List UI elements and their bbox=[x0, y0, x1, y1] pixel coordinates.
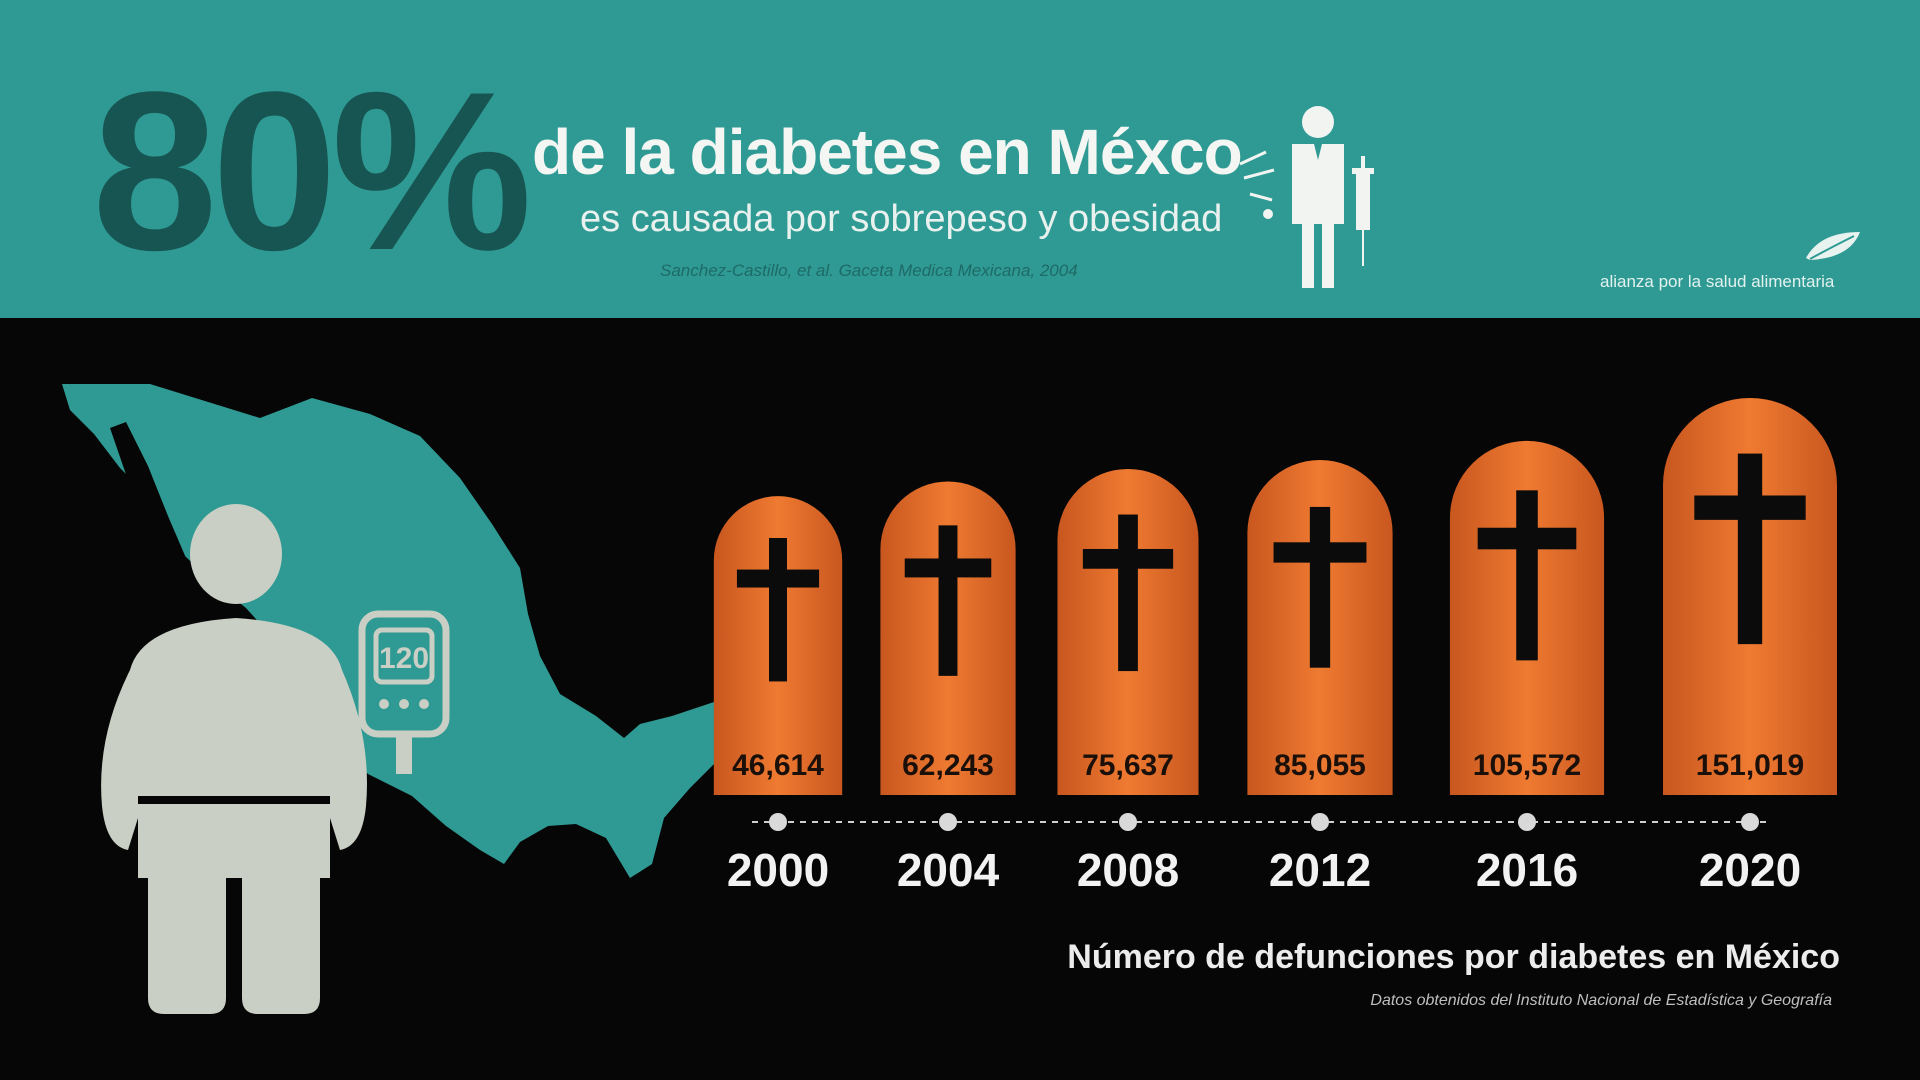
tombstone-2004: 62,243 2004 bbox=[880, 481, 1016, 896]
year-label: 2020 bbox=[1699, 844, 1801, 896]
cross-arm bbox=[904, 558, 992, 578]
tombstone-2012: 85,055 2012 bbox=[1247, 460, 1393, 896]
cross-icon bbox=[938, 525, 958, 676]
cross-arm bbox=[1694, 495, 1806, 520]
cross-arm bbox=[1273, 542, 1367, 563]
cross-arm bbox=[736, 569, 820, 588]
value-label: 75,637 bbox=[1082, 749, 1174, 782]
value-label: 105,572 bbox=[1473, 749, 1581, 782]
overweight-person-icon bbox=[101, 504, 367, 1014]
timeline-dot bbox=[1311, 813, 1329, 831]
chart-title: Número de defunciones por diabetes en Mé… bbox=[1067, 938, 1840, 976]
glucometer-icon: 120 bbox=[358, 610, 450, 774]
year-label: 2000 bbox=[727, 844, 829, 896]
tombstone-2008: 75,637 2008 bbox=[1057, 468, 1199, 896]
year-label: 2012 bbox=[1269, 844, 1371, 896]
subheadline: es causada por sobrepeso y obesidad bbox=[580, 198, 1223, 240]
baja-california bbox=[110, 422, 196, 618]
timeline-dot bbox=[1119, 813, 1137, 831]
tombstone-2016: 105,572 2016 bbox=[1449, 440, 1605, 896]
cross-arm bbox=[1477, 527, 1577, 550]
year-label: 2004 bbox=[897, 844, 1000, 896]
citation: Sanchez-Castillo, et al. Gaceta Medica M… bbox=[660, 261, 1078, 280]
cross-arm bbox=[1082, 548, 1174, 569]
timeline-dot bbox=[1518, 813, 1536, 831]
mexico-illustration: 120 bbox=[62, 384, 742, 1014]
doctor-syringe-icon bbox=[1239, 106, 1374, 288]
value-label: 46,614 bbox=[732, 749, 824, 782]
cross-icon bbox=[1516, 490, 1538, 661]
timeline-dot bbox=[769, 813, 787, 831]
glucometer-reading: 120 bbox=[379, 642, 429, 675]
year-label: 2016 bbox=[1476, 844, 1578, 896]
leaf-logo-icon bbox=[1806, 232, 1860, 260]
chart-source: Datos obtenidos del Instituto Nacional d… bbox=[1370, 992, 1832, 1009]
tombstone-2000: 46,614 2000 bbox=[713, 496, 843, 896]
tombstone-2020: 151,019 2020 bbox=[1663, 398, 1837, 896]
value-label: 151,019 bbox=[1696, 749, 1804, 782]
headline: de la diabetes en Méxco bbox=[532, 116, 1243, 188]
timeline-dot bbox=[1741, 813, 1759, 831]
org-name: alianza por la salud alimentaria bbox=[1600, 272, 1835, 291]
big-stat: 80% bbox=[92, 44, 532, 297]
timeline-dot bbox=[939, 813, 957, 831]
cross-icon bbox=[1737, 453, 1763, 645]
cross-icon bbox=[769, 538, 787, 682]
value-label: 62,243 bbox=[902, 749, 994, 782]
cross-icon bbox=[1118, 514, 1138, 672]
cross-icon bbox=[1309, 506, 1331, 668]
header-banner: 80% de la diabetes en Méxco es causada p… bbox=[0, 0, 1920, 318]
year-label: 2008 bbox=[1077, 844, 1179, 896]
value-label: 85,055 bbox=[1274, 749, 1366, 782]
